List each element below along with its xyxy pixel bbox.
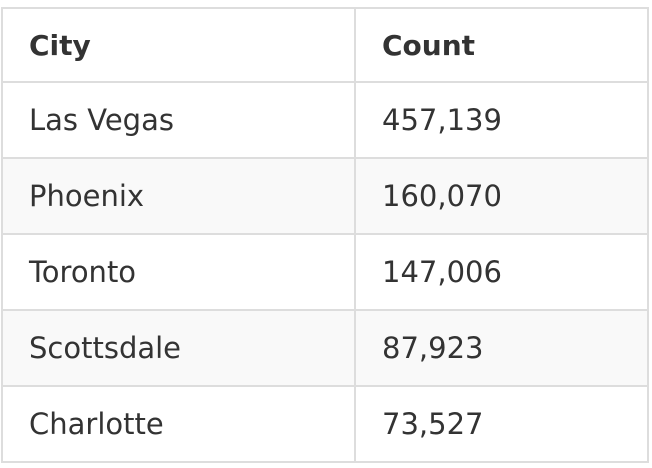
count-cell: 73,527	[354, 385, 649, 463]
table-row: Las Vegas 457,139	[1, 81, 649, 159]
table-row: Phoenix 160,070	[1, 157, 649, 235]
city-count-table: City Count Las Vegas 457,139 Phoenix 160…	[1, 7, 649, 463]
count-cell: 457,139	[354, 81, 649, 159]
column-header-count: Count	[354, 7, 649, 83]
city-cell: Charlotte	[1, 385, 356, 463]
city-cell: Scottsdale	[1, 309, 356, 387]
column-header-city: City	[1, 7, 356, 83]
city-cell: Toronto	[1, 233, 356, 311]
count-cell: 160,070	[354, 157, 649, 235]
table-row: Charlotte 73,527	[1, 385, 649, 463]
table-row: Scottsdale 87,923	[1, 309, 649, 387]
count-cell: 147,006	[354, 233, 649, 311]
count-cell: 87,923	[354, 309, 649, 387]
table-header-row: City Count	[1, 7, 649, 83]
city-cell: Phoenix	[1, 157, 356, 235]
city-cell: Las Vegas	[1, 81, 356, 159]
table-row: Toronto 147,006	[1, 233, 649, 311]
